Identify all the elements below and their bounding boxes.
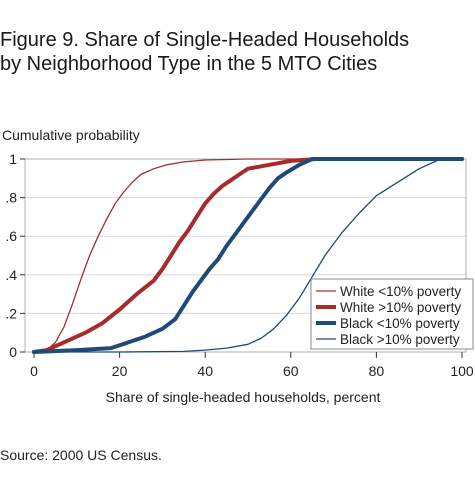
series-line-3 [32,157,464,354]
x-axis-label: Share of single-headed households, perce… [106,389,381,405]
legend-entry-4: Black >10% poverty [340,332,460,347]
chart-title-line-2: by Neighborhood Type in the 5 MTO Cities [0,53,378,75]
y-tick-label: 0 [9,344,17,360]
legend-box [310,278,474,350]
axes: 0 .2 .4 .6 .8 1 0 20 40 60 80 100 [5,151,474,379]
source-note: Source: 2000 US Census. [0,447,162,463]
y-axis-label: Cumulative probability [2,127,140,143]
x-tick-label: 60 [283,363,299,379]
series-line-4 [33,158,463,353]
x-tick-label: 100 [450,363,474,379]
legend-entry-3: Black <10% poverty [340,316,460,331]
legend-entry-2: White >10% poverty [340,300,461,315]
y-tick-label: .6 [5,228,17,244]
y-tick-label: .2 [5,305,17,321]
x-tick-label: 0 [30,363,38,379]
series-line-1 [33,158,463,353]
y-tick-label: .8 [5,190,17,206]
x-tick-label: 20 [112,363,128,379]
chart-title: Figure 9. Share of Single-Headed Househo… [0,28,470,76]
series-line-2 [32,157,464,354]
y-tick-label: .4 [5,267,17,283]
chart-title-line-1: Figure 9. Share of Single-Headed Househo… [0,29,410,51]
cdf-chart: Cumulative probability 0 .2 .4 .6 .8 1 0 20 40 60… [2,127,474,405]
x-tick-label: 40 [197,363,213,379]
legend-entry-1: White <10% poverty [340,284,461,299]
x-tick-label: 80 [369,363,385,379]
series-lines [32,157,464,354]
y-tick-label: 1 [9,151,17,167]
